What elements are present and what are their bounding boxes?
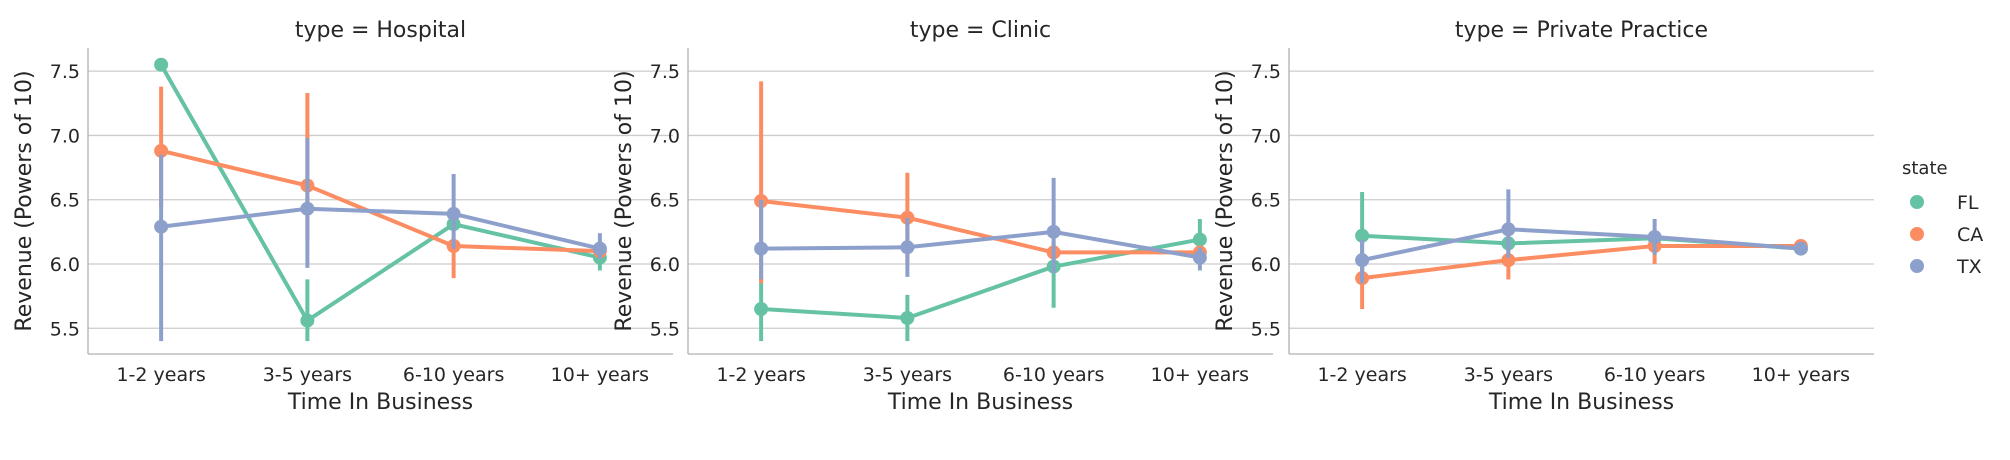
y-tick-label: 7.0 [650, 125, 680, 147]
data-point [1355, 253, 1370, 268]
legend-marker-ca [1910, 227, 1924, 241]
y-tick-label: 7.5 [50, 61, 80, 83]
y-axis-label: Revenue (Powers of 10) [612, 70, 637, 331]
x-axis-label: Time In Business [887, 390, 1073, 415]
y-tick-label: 7.5 [650, 61, 680, 83]
x-axis-label: Time In Business [1488, 390, 1674, 415]
series-line [160, 206, 601, 251]
x-tick-label: 10+ years [1752, 364, 1850, 386]
x-tick-label: 6-10 years [1003, 364, 1104, 386]
x-tick-label: 3-5 years [863, 364, 952, 386]
series-tx [154, 138, 607, 342]
data-point [154, 143, 169, 158]
data-point [1501, 222, 1516, 237]
data-point [300, 201, 315, 216]
x-tick-label: 1-2 years [116, 364, 205, 386]
data-point [300, 313, 315, 328]
y-tick-label: 7.0 [50, 125, 80, 147]
legend-marker-fl [1910, 195, 1924, 209]
legend-label-tx: TX [1956, 256, 1982, 278]
series-ca [754, 81, 1207, 284]
legend-marker-tx [1910, 259, 1924, 273]
x-tick-label: 6-10 years [403, 364, 504, 386]
legend-label-ca: CA [1957, 224, 1983, 246]
y-tick-label: 6.5 [1251, 190, 1281, 212]
data-point [154, 57, 169, 72]
series-tx [1355, 189, 1808, 284]
series-line [159, 63, 601, 323]
facet-panel-1: type = Hospital 5.5 6.0 6.5 7.0 7.5 1-2 years 3… [12, 18, 673, 415]
y-tick-label: 7.5 [1251, 61, 1281, 83]
y-tick-label: 7.0 [1251, 125, 1281, 147]
y-tick-label: 6.0 [650, 254, 680, 276]
x-tick-label: 6-10 years [1604, 364, 1705, 386]
x-axis-label: Time In Business [287, 390, 473, 415]
x-tick-label: 10+ years [551, 364, 649, 386]
y-tick-label: 6.5 [650, 190, 680, 212]
legend-title: state [1902, 158, 1948, 179]
x-tick-label: 3-5 years [1464, 364, 1553, 386]
x-tick-label: 1-2 years [1317, 364, 1406, 386]
data-point [1501, 253, 1516, 268]
data-point [754, 302, 769, 316]
data-point [754, 241, 769, 256]
series-tx [754, 177, 1207, 280]
series-line [1361, 227, 1802, 263]
data-point [1355, 228, 1370, 243]
y-axis-label: Revenue (Powers of 10) [1213, 70, 1238, 331]
y-axis-label: Revenue (Powers of 10) [12, 70, 37, 331]
data-point [1046, 224, 1061, 239]
panel-title: type = Private Practice [1455, 18, 1708, 43]
y-tick-label: 6.0 [50, 254, 80, 276]
series-line [761, 229, 1201, 260]
data-point [900, 240, 915, 255]
data-point [1793, 241, 1808, 256]
data-point [1647, 230, 1662, 244]
y-tick-label: 6.0 [1251, 254, 1281, 276]
x-tick-label: 10+ years [1151, 364, 1249, 386]
y-tick-label: 5.5 [1251, 318, 1281, 340]
y-tick-label: 5.5 [50, 318, 80, 340]
legend: state FL CA TX [1902, 158, 1983, 278]
data-point [592, 241, 607, 256]
series-line [760, 199, 1200, 255]
facet-panel-3: type = Private Practice 5.5 6.0 6.5 7.0 7.5 1-… [1213, 18, 1874, 415]
data-point [154, 219, 169, 234]
series-line [1361, 244, 1801, 281]
y-tick-label: 5.5 [650, 318, 680, 340]
data-point [1192, 250, 1207, 265]
series-ca [154, 86, 607, 279]
x-tick-label: 3-5 years [263, 364, 352, 386]
facet-panel-2: type = Clinic 5.5 6.0 6.5 7.0 7.5 1-2 years 3-5… [612, 18, 1273, 415]
series-line [160, 148, 600, 254]
panel-title: type = Clinic [910, 18, 1051, 43]
data-point [1192, 232, 1207, 247]
legend-label-fl: FL [1957, 192, 1979, 214]
x-tick-label: 1-2 years [716, 364, 805, 386]
series-fl [754, 219, 1207, 342]
panel-title: type = Hospital [295, 18, 466, 43]
data-point [900, 311, 915, 325]
data-point [446, 206, 461, 221]
y-tick-label: 6.5 [50, 190, 80, 212]
